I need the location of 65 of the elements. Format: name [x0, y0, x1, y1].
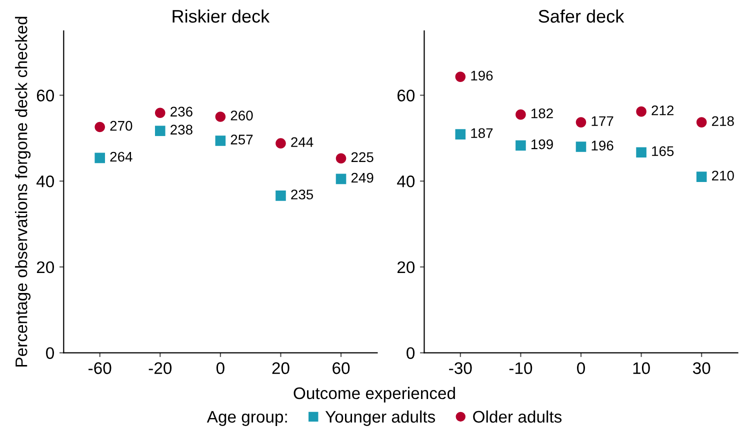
annotation: 244: [291, 137, 314, 147]
point: [215, 136, 226, 146]
legend-title: Age group:: [206, 411, 287, 426]
x-tick-label: 0: [577, 362, 585, 374]
point: [276, 138, 286, 148]
annotation: 264: [110, 152, 132, 162]
point: [154, 108, 166, 118]
point: [696, 172, 707, 182]
point: [516, 109, 526, 120]
x-tick-label: 60: [332, 362, 350, 374]
point: [636, 106, 646, 117]
point: [276, 190, 286, 201]
point: [455, 72, 466, 82]
annotation: 238: [170, 124, 192, 135]
y-axis-title: Percentage observations forgone deck checked: [15, 16, 31, 366]
x-tick-label: 20: [272, 362, 290, 374]
y-tick-label: 60: [398, 90, 415, 102]
x-tick-label: 30: [692, 362, 710, 374]
x-tick-label: 0: [216, 362, 224, 374]
annotation: 182: [531, 108, 553, 118]
x-axis-title: Outcome experienced: [294, 386, 455, 402]
annotation: 218: [712, 116, 734, 126]
annotation: 196: [471, 70, 493, 81]
annotation: 260: [230, 110, 253, 120]
annotation: 199: [531, 139, 553, 150]
annotation: 257: [230, 134, 253, 144]
point: [516, 140, 526, 151]
y-tick-label: 20: [36, 261, 54, 274]
y-tick-label: 0: [46, 347, 54, 360]
annotation: 249: [351, 172, 374, 183]
annotation: 236: [170, 106, 192, 117]
point: [455, 129, 466, 140]
point: [636, 147, 646, 158]
x-tick-label: -30: [449, 362, 472, 374]
annotation: 210: [712, 170, 734, 181]
chart-title: Safer deck: [538, 9, 624, 23]
legend-label: Younger adults: [325, 410, 436, 426]
point: [336, 174, 346, 184]
y-tick-label: 40: [397, 176, 415, 188]
annotation: 235: [291, 190, 314, 200]
legend-label: Older adults: [473, 410, 562, 423]
y-tick-label: 40: [36, 176, 54, 188]
point: [696, 117, 707, 128]
y-tick-label: 0: [406, 347, 415, 360]
annotation: 165: [652, 146, 674, 156]
point: [215, 112, 226, 122]
y-tick-label: 60: [36, 90, 54, 102]
point: [576, 142, 586, 152]
annotation: 196: [592, 140, 614, 150]
annotation: 212: [652, 105, 674, 116]
annotation: 177: [592, 116, 614, 126]
point: [94, 152, 105, 164]
point: [94, 122, 105, 132]
x-tick-label: -60: [88, 362, 112, 374]
point: [576, 117, 586, 128]
x-tick-label: -10: [509, 362, 532, 374]
annotation: 225: [351, 152, 374, 162]
x-tick-label: -20: [148, 362, 172, 374]
annotation: 187: [471, 128, 493, 138]
x-tick-label: 10: [633, 362, 650, 374]
point: [336, 153, 346, 164]
chart-title: Riskier deck: [172, 9, 270, 23]
point: [154, 126, 166, 136]
annotation: 270: [110, 120, 132, 131]
y-tick-label: 20: [398, 261, 415, 274]
